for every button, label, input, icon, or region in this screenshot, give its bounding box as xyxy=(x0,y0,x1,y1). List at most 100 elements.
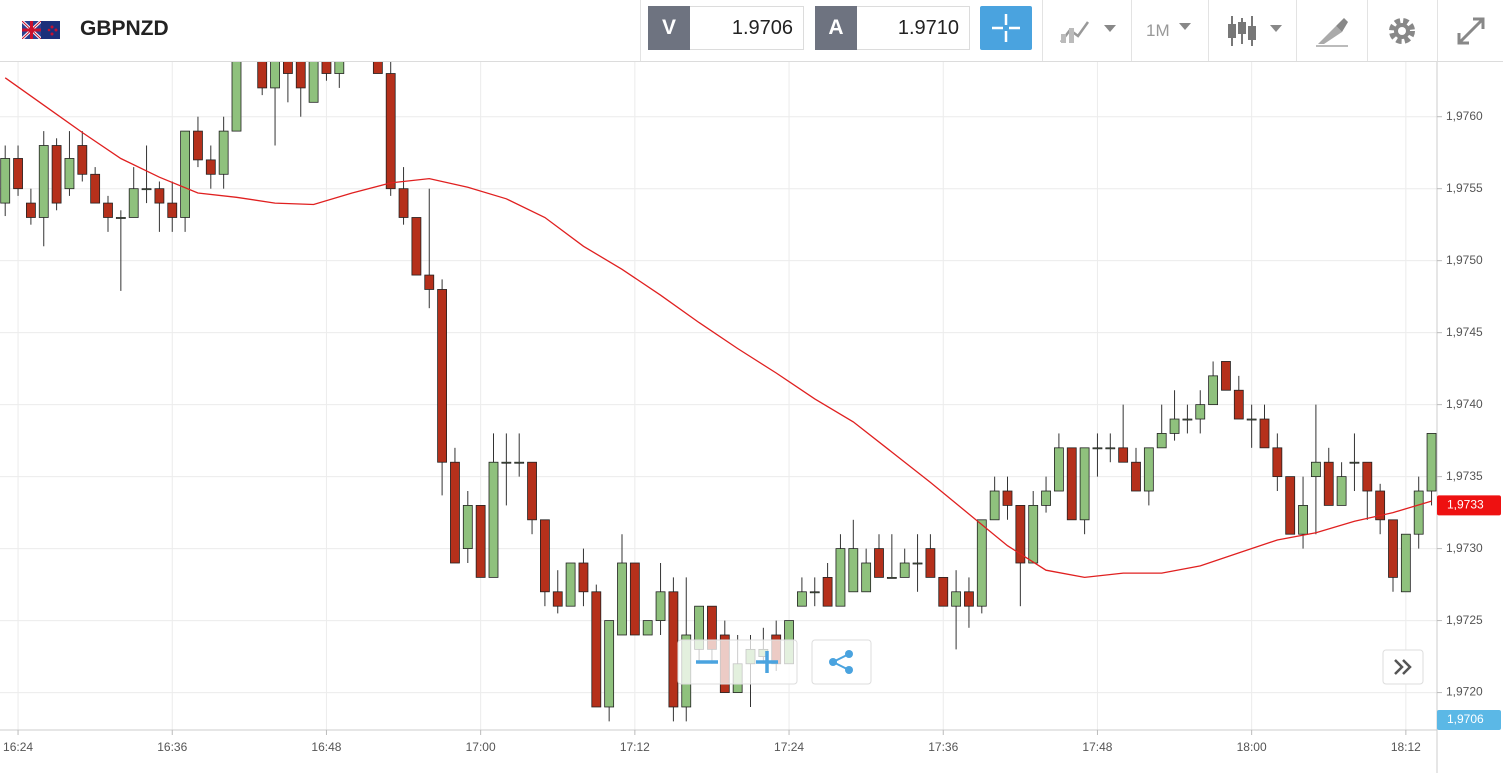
candle-body xyxy=(1105,447,1116,450)
candle-body xyxy=(1233,389,1244,420)
last-price-label: 1,9706 xyxy=(1447,712,1484,726)
candle-body xyxy=(1311,461,1321,478)
separator xyxy=(1296,0,1297,61)
candle-body xyxy=(321,62,332,74)
candle-body xyxy=(874,548,884,578)
candle-body xyxy=(218,130,229,175)
candle-body xyxy=(1388,519,1398,578)
settings-button[interactable] xyxy=(1385,14,1419,48)
candle-body xyxy=(64,158,75,190)
x-tick-label: 16:36 xyxy=(157,740,187,754)
candle-body xyxy=(655,591,666,621)
candle-body xyxy=(1169,418,1180,434)
separator xyxy=(640,0,641,61)
candle-body xyxy=(1375,490,1386,521)
candle-body xyxy=(1092,447,1103,450)
chart-type-button[interactable] xyxy=(1226,14,1286,48)
indicator-button[interactable] xyxy=(1058,16,1122,46)
candle-body xyxy=(1221,361,1231,391)
candle-body xyxy=(231,62,242,132)
plot-area xyxy=(0,62,1437,722)
toolbar: GBPNZD V 1.9706 A 1.9710 1M xyxy=(0,0,1503,62)
candle-body xyxy=(115,217,126,219)
candle-body xyxy=(861,562,872,593)
candle-body xyxy=(424,274,435,290)
candle-body xyxy=(334,62,345,74)
candle-body xyxy=(1015,505,1026,564)
candle-body xyxy=(25,202,36,218)
candle-body xyxy=(565,562,576,607)
draw-button[interactable] xyxy=(1314,14,1350,48)
candle-body xyxy=(167,202,178,218)
candle-body xyxy=(886,576,897,579)
candle-body xyxy=(1323,461,1334,506)
candle-body xyxy=(1041,490,1051,506)
x-tick-label: 17:12 xyxy=(620,740,650,754)
last-price-tag xyxy=(1437,710,1501,730)
candle-body xyxy=(527,461,537,521)
candle-body xyxy=(1426,433,1437,492)
candle-body xyxy=(90,173,101,204)
candle-body xyxy=(282,62,293,74)
candle-body xyxy=(1259,418,1270,449)
candle-body xyxy=(642,620,653,636)
candle-body xyxy=(180,130,191,218)
fullscreen-button[interactable] xyxy=(1455,15,1487,47)
candle-body xyxy=(1195,404,1206,420)
candle-body xyxy=(0,158,11,204)
candle-body xyxy=(308,62,319,103)
candle-body xyxy=(77,145,88,175)
zoom-panel xyxy=(677,639,798,685)
separator xyxy=(1042,0,1043,61)
y-tick-label: 1,9755 xyxy=(1446,181,1483,195)
candle-body xyxy=(1182,418,1193,421)
candle-body xyxy=(899,562,910,578)
candle-body xyxy=(540,519,550,593)
candle-body xyxy=(103,202,113,218)
candle-body xyxy=(128,188,139,218)
ask-label[interactable]: A xyxy=(815,6,857,50)
x-tick-label: 16:48 xyxy=(311,740,341,754)
zoom-in-button[interactable] xyxy=(756,651,778,673)
bid-price[interactable]: 1.9706 xyxy=(690,6,804,50)
candle-body xyxy=(13,158,23,190)
candle-body xyxy=(372,62,383,74)
x-tick-label: 17:24 xyxy=(774,740,804,754)
candle-body xyxy=(1079,447,1090,521)
y-tick-label: 1,9740 xyxy=(1446,397,1483,411)
separator xyxy=(1437,0,1438,61)
candle-body xyxy=(938,576,949,607)
candle-body xyxy=(270,62,280,89)
share-icon xyxy=(829,650,853,674)
candle-body xyxy=(1246,418,1257,421)
timeframe[interactable]: 1M xyxy=(1146,21,1170,40)
zoom-controls xyxy=(677,639,1424,685)
crosshair-button[interactable] xyxy=(980,6,1032,50)
candle-body xyxy=(1143,447,1154,492)
x-tick-label: 18:12 xyxy=(1391,740,1421,754)
scroll-right-icon xyxy=(1394,659,1412,675)
candle-body xyxy=(1272,447,1283,478)
candle-body xyxy=(1336,476,1347,506)
candle-body xyxy=(617,562,627,636)
bid-label[interactable]: V xyxy=(648,6,690,50)
y-tick-label: 1,9745 xyxy=(1446,325,1483,339)
candle-body xyxy=(1349,461,1360,464)
crosshair-icon xyxy=(992,14,1020,42)
candle-body xyxy=(1362,461,1373,492)
candle-body xyxy=(385,73,396,190)
candle-body xyxy=(475,505,486,578)
candle-body xyxy=(591,591,602,708)
candle-body xyxy=(1400,533,1411,593)
y-tick-label: 1,9760 xyxy=(1446,109,1483,123)
ask-price[interactable]: 1.9710 xyxy=(857,6,970,50)
candle-body xyxy=(51,145,62,204)
candle-body xyxy=(989,490,1000,521)
candle-body xyxy=(976,519,987,607)
y-tick-label: 1,9730 xyxy=(1446,541,1483,555)
candle-body xyxy=(205,159,216,175)
share-button[interactable] xyxy=(811,639,872,685)
candle-body xyxy=(514,461,525,464)
candle-body xyxy=(437,289,448,463)
